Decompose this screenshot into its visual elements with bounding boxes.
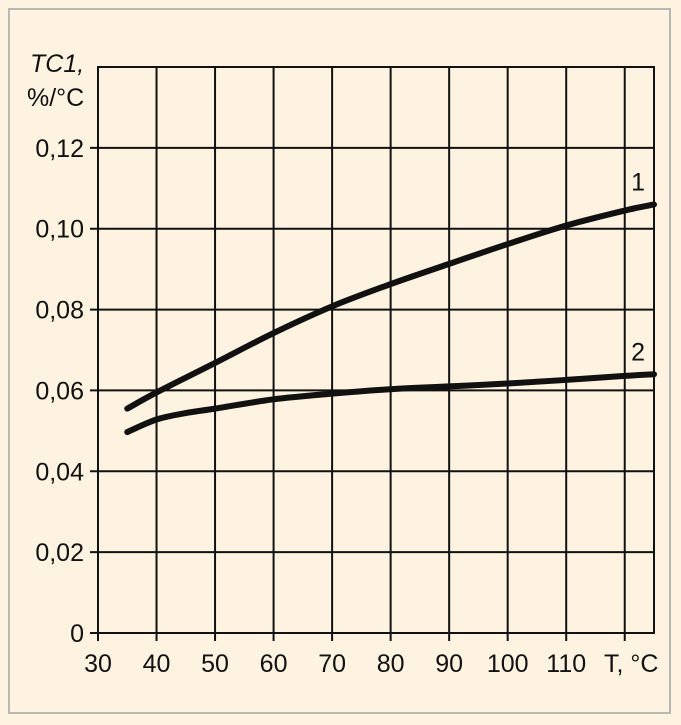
- y-tick-label: 0,08: [35, 297, 84, 325]
- chart-frame: [8, 8, 671, 714]
- x-tick-label: 50: [201, 650, 229, 678]
- y-axis-unit: %/°C: [27, 84, 84, 112]
- x-tick-label: 110: [546, 650, 586, 678]
- plot-area-border: [97, 66, 655, 634]
- series-2-label: 2: [631, 338, 645, 366]
- x-tick-label: 70: [318, 650, 346, 678]
- x-tick-label: 40: [143, 650, 171, 678]
- y-axis-title: TC1,: [30, 50, 84, 78]
- y-tick-label: 0,06: [35, 377, 84, 405]
- x-axis-title: T, °C: [604, 650, 658, 678]
- y-tick-label: 0,04: [35, 458, 84, 486]
- y-tick-label: 0,10: [35, 216, 84, 244]
- grid-lines: [90, 66, 655, 641]
- x-tick-label: 80: [377, 650, 405, 678]
- y-tick-label: 0: [70, 620, 84, 648]
- x-tick-label: 60: [260, 650, 288, 678]
- x-tick-label: 30: [84, 650, 112, 678]
- series-1-line: [124, 201, 657, 412]
- series-1-label: 1: [631, 168, 645, 196]
- series-2-line: [124, 371, 657, 436]
- y-tick-label: 0,02: [35, 539, 84, 567]
- y-tick-label: 0,12: [35, 135, 84, 163]
- x-tick-label: 90: [435, 650, 463, 678]
- x-tick-label: 100: [487, 650, 529, 678]
- series-curves: 12: [124, 168, 657, 436]
- y-axis-title-symbol: TC1,: [30, 50, 84, 78]
- tick-labels: 30 40 50 60 70 80 90 100 110 0 0,02 0,04 0,06 0,08 0,1…: [35, 135, 586, 678]
